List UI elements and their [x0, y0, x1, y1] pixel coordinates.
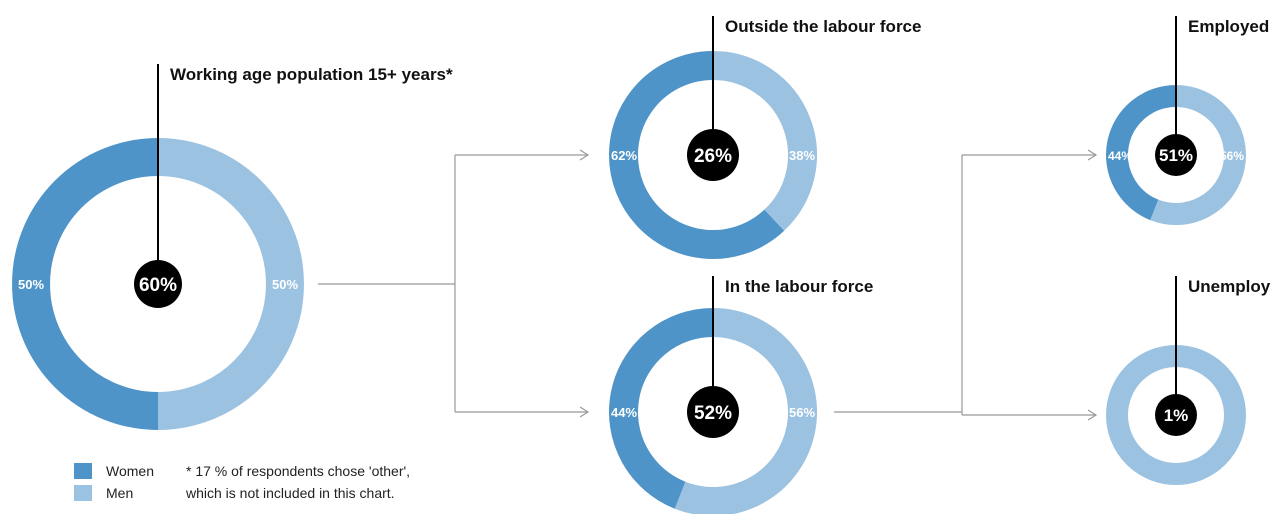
donut-unemployed: Unemploy 1% — [1106, 276, 1271, 485]
donut-working-age: 50% 50% Working age population 15+ years* 6… — [12, 64, 453, 430]
node-title: Working age population 15+ years* — [170, 65, 453, 84]
center-badge — [134, 260, 182, 308]
footnote: * 17 % of respondents chose 'other', whi… — [186, 460, 410, 504]
center-percent: 60% — [139, 275, 177, 296]
connectors — [318, 149, 1098, 421]
women-segment — [609, 51, 785, 259]
donut-in-labour-force: 44% 56% In the labour force 52% — [609, 276, 873, 514]
arrowhead-outside — [579, 149, 590, 161]
arrowhead-in-labour — [579, 406, 590, 418]
men-percent-label: 56% — [1220, 149, 1244, 163]
men-percent-label: 38% — [789, 148, 815, 163]
center-percent: 26% — [694, 146, 732, 167]
legend-label-women: Women — [106, 463, 154, 479]
women-segment — [1106, 85, 1177, 221]
footnote-line-1: * 17 % of respondents chose 'other', — [186, 463, 411, 479]
women-percent-label: 50% — [18, 277, 44, 292]
center-percent: 52% — [694, 403, 732, 424]
arrowhead-unemployed — [1087, 409, 1098, 421]
women-segment — [12, 138, 159, 430]
legend: Women Men — [74, 460, 154, 504]
arrowhead-employed — [1087, 149, 1098, 161]
donut-outside-labour-force: 62% 38% Outside the labour force 26% — [609, 16, 921, 259]
women-percent-label: 44% — [1108, 149, 1132, 163]
men-percent-label: 50% — [272, 277, 298, 292]
center-badge — [687, 386, 739, 438]
men-swatch — [74, 485, 92, 501]
women-segment — [609, 308, 714, 509]
center-badge — [1155, 394, 1197, 436]
donut-employed: 44% 56% Employed 51% — [1106, 16, 1269, 225]
node-title: In the labour force — [725, 277, 873, 296]
node-title: Outside the labour force — [725, 17, 921, 36]
men-segment — [1150, 85, 1246, 225]
men-segment — [157, 138, 304, 430]
women-percent-label: 62% — [611, 148, 637, 163]
node-title: Unemploy — [1188, 277, 1271, 296]
node-title: Employed — [1188, 17, 1269, 36]
men-segment — [712, 51, 817, 231]
legend-item-men: Men — [74, 482, 154, 504]
men-segment — [674, 308, 817, 514]
legend-item-women: Women — [74, 460, 154, 482]
women-swatch — [74, 463, 92, 479]
women-percent-label: 44% — [611, 405, 637, 420]
donuts: 50% 50% Working age population 15+ years* 6… — [12, 16, 1271, 514]
center-badge — [687, 129, 739, 181]
footnote-line-2: which is not included in this chart. — [186, 485, 395, 501]
center-percent: 1% — [1164, 406, 1189, 425]
center-badge — [1155, 134, 1197, 176]
legend-label-men: Men — [106, 485, 134, 501]
center-percent: 51% — [1159, 146, 1193, 165]
men-percent-label: 56% — [789, 405, 815, 420]
